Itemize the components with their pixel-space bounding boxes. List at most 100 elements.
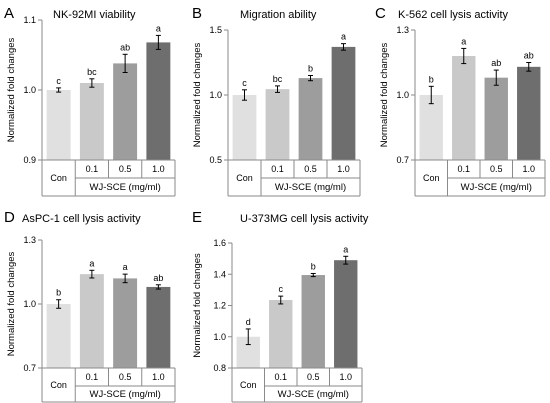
panel-letter: A: [4, 5, 14, 22]
y-axis-label: Normalized fold changes: [192, 42, 203, 147]
x-category-label: 0.5: [490, 164, 503, 174]
x-category-label: Con: [50, 173, 67, 183]
y-tick-label: 0.8: [213, 363, 226, 373]
bar: [517, 66, 541, 160]
x-category-label: 0.1: [271, 164, 284, 174]
significance-label: a: [123, 262, 128, 272]
panel-letter: E: [192, 209, 202, 226]
chart-panel-e: E U-373MG cell lysis activity 0.8 1.0 1.2 1.4…: [192, 209, 369, 403]
y-axis-label: Normalized fold changes: [192, 253, 203, 358]
y-axis-label: Normalized fold changes: [6, 37, 17, 142]
y-tick-label: 1.5: [209, 25, 222, 35]
y-tick-label: 0.7: [396, 155, 409, 165]
y-tick-label: 1.4: [213, 269, 226, 279]
chart-panel-c: C K-562 cell lysis activity 0.7 1.0 1.3 Norma…: [375, 5, 546, 197]
panel-letter: C: [375, 5, 386, 22]
panel-title: K-562 cell lysis activity: [398, 9, 509, 21]
significance-label: b: [56, 288, 61, 298]
y-tick-label: 1.0: [23, 85, 36, 95]
x-category-label: 0.5: [119, 372, 132, 382]
bar: [113, 63, 138, 160]
x-group-label: WJ-SCE (mg/ml): [278, 389, 349, 400]
significance-label: ab: [120, 42, 130, 52]
bar: [236, 336, 260, 368]
x-category-label: Con: [236, 173, 253, 183]
bar: [79, 274, 104, 368]
panel-title: AsPC-1 cell lysis activity: [22, 213, 141, 225]
bar: [265, 89, 290, 160]
y-tick-label: 1.0: [396, 90, 409, 100]
x-category-label: Con: [50, 380, 67, 390]
significance-label: b: [308, 64, 313, 74]
bar: [146, 286, 171, 368]
significance-label: b: [429, 74, 434, 84]
bar: [331, 46, 356, 160]
bar: [269, 300, 293, 368]
y-tick-label: 1.1: [23, 15, 36, 25]
significance-label: c: [56, 76, 61, 86]
y-axis-label: Normalized fold changes: [379, 42, 390, 147]
panel-title: NK-92MI viability: [53, 9, 136, 21]
x-group-label: WJ-SCE (mg/ml): [275, 182, 346, 193]
x-category-label: 0.1: [457, 164, 470, 174]
x-group-label: WJ-SCE (mg/ml): [461, 182, 532, 193]
panel-letter: D: [4, 209, 15, 226]
x-group-label: WJ-SCE (mg/ml): [90, 182, 161, 193]
significance-label: c: [242, 78, 247, 88]
x-category-label: 1.0: [152, 164, 165, 174]
bar: [419, 95, 443, 160]
chart-panel-d: D AsPC-1 cell lysis activity 0.7 1.0 1.3 Norm…: [4, 209, 176, 403]
significance-label: ab: [491, 58, 501, 68]
significance-label: d: [246, 317, 251, 327]
x-category-label: 0.5: [307, 372, 320, 382]
x-category-label: 1.0: [339, 372, 352, 382]
y-tick-label: 0.5: [209, 155, 222, 165]
significance-label: a: [89, 258, 94, 268]
significance-label: a: [343, 244, 348, 254]
y-tick-label: 1.3: [396, 25, 409, 35]
bar: [298, 78, 323, 160]
significance-label: ab: [524, 51, 534, 61]
bar: [113, 278, 138, 368]
x-category-label: 0.1: [274, 372, 287, 382]
chart-panel-a: A NK-92MI viability 0.9 1.0 1.1 Normalized fo…: [4, 5, 176, 197]
bar: [146, 42, 171, 160]
bar: [232, 95, 257, 160]
y-tick-label: 1.0: [213, 332, 226, 342]
panel-title: U-373MG cell lysis activity: [240, 213, 369, 225]
significance-label: b: [311, 261, 316, 271]
significance-label: bc: [87, 67, 97, 77]
bar: [79, 83, 104, 160]
x-category-label: 1.0: [152, 372, 165, 382]
bar: [301, 275, 325, 368]
bar: [46, 304, 71, 368]
significance-label: bc: [273, 74, 283, 84]
y-tick-label: 1.0: [209, 90, 222, 100]
x-category-label: 0.5: [119, 164, 132, 174]
y-tick-label: 1.6: [213, 238, 226, 248]
panel-letter: B: [192, 5, 202, 22]
x-category-label: Con: [423, 173, 440, 183]
chart-panel-b: B Migration ability 0.5 1.0 1.5 Normalized fo…: [192, 5, 361, 197]
x-group-label: WJ-SCE (mg/ml): [90, 389, 161, 400]
x-category-label: 0.5: [304, 164, 317, 174]
bar: [46, 90, 71, 160]
x-category-label: 0.1: [86, 164, 99, 174]
significance-label: a: [341, 32, 346, 42]
x-category-label: 1.0: [522, 164, 535, 174]
y-axis-label: Normalized fold changes: [6, 251, 17, 356]
y-tick-label: 0.9: [23, 155, 36, 165]
bar: [334, 260, 358, 368]
bar: [452, 56, 476, 160]
y-tick-label: 1.3: [23, 235, 36, 245]
x-category-label: Con: [240, 380, 257, 390]
bar: [484, 77, 508, 160]
y-tick-label: 0.7: [23, 363, 36, 373]
significance-label: c: [279, 284, 284, 294]
y-tick-label: 1.2: [213, 301, 226, 311]
x-category-label: 1.0: [337, 164, 350, 174]
y-tick-label: 1.0: [23, 299, 36, 309]
significance-label: ab: [153, 273, 163, 283]
x-category-label: 0.1: [86, 372, 99, 382]
